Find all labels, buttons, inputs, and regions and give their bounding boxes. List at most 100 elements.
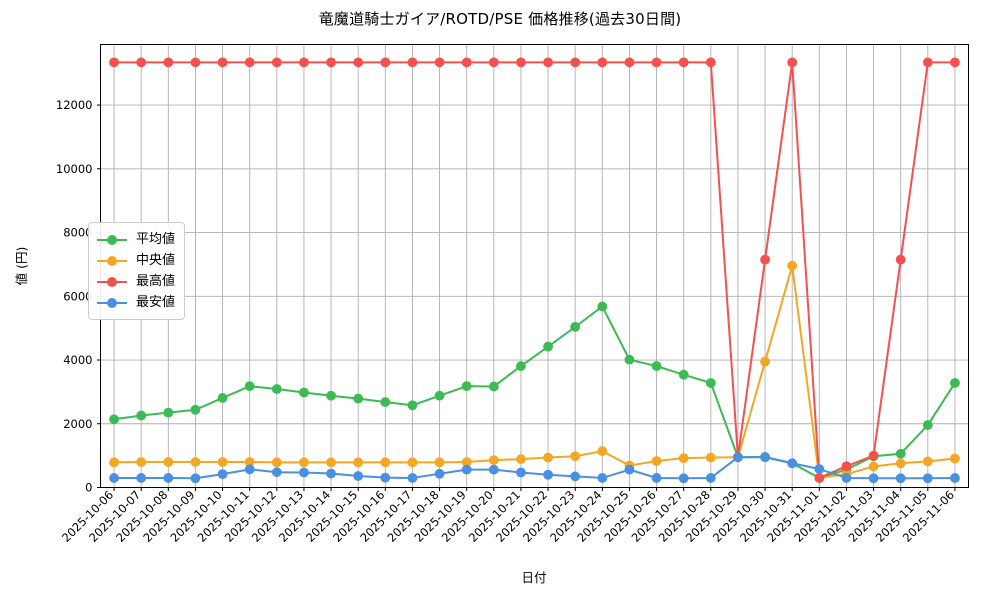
y-tick-label: 0 — [85, 481, 92, 495]
data-point — [868, 450, 879, 461]
data-point — [868, 461, 879, 472]
data-point — [217, 57, 228, 68]
legend-label-max: 最高値 — [136, 274, 176, 289]
data-point — [353, 457, 364, 468]
data-point — [299, 57, 309, 68]
data-point — [244, 57, 255, 68]
data-point — [190, 404, 201, 415]
legend-label-min: 最安値 — [136, 295, 176, 310]
y-tick-label: 8000 — [63, 226, 92, 240]
data-point — [868, 473, 879, 484]
data-point — [705, 473, 716, 483]
data-point — [461, 57, 472, 68]
data-point — [516, 454, 526, 465]
legend-marker-max — [97, 276, 127, 288]
data-point — [570, 451, 581, 462]
data-point — [380, 472, 391, 483]
legend-item-mean: 平均値 — [97, 229, 175, 250]
data-point — [841, 461, 852, 472]
data-point — [271, 457, 282, 468]
y-tick-label: 4000 — [63, 353, 92, 367]
y-tick-label: 10000 — [56, 162, 93, 176]
data-point — [434, 390, 445, 401]
data-point — [705, 452, 716, 463]
data-point — [136, 57, 147, 68]
data-point — [678, 57, 689, 68]
legend-item-median: 中央値 — [97, 250, 175, 271]
data-point — [787, 57, 798, 68]
data-point — [136, 473, 147, 483]
data-point — [950, 57, 960, 68]
data-point — [543, 452, 553, 463]
data-point — [326, 57, 336, 68]
data-point — [109, 457, 119, 468]
y-axis-label: 値 (円) — [14, 247, 29, 286]
chart-legend: 平均値 中央値 最高値 最安値 — [88, 222, 186, 320]
data-point — [543, 469, 553, 480]
data-point — [570, 471, 581, 482]
x-axis-label: 日付 — [521, 570, 546, 585]
data-point — [705, 57, 716, 68]
data-point — [841, 473, 852, 483]
data-point — [895, 448, 906, 459]
data-point — [407, 473, 418, 483]
data-point — [380, 397, 391, 407]
data-point — [624, 354, 635, 365]
data-point — [787, 458, 798, 469]
data-point — [760, 356, 770, 367]
data-point — [326, 390, 336, 401]
data-point — [163, 457, 174, 467]
data-point — [543, 57, 553, 68]
data-point — [678, 473, 689, 484]
data-point — [163, 407, 174, 418]
data-point — [434, 457, 445, 468]
data-point — [597, 57, 608, 68]
data-point — [380, 57, 391, 68]
legend-item-max: 最高値 — [97, 271, 175, 292]
data-point — [353, 471, 364, 481]
data-point — [353, 393, 364, 404]
grid-lines — [100, 44, 969, 488]
data-point — [190, 473, 201, 484]
data-point — [461, 381, 472, 392]
data-point — [326, 457, 336, 468]
data-point — [950, 473, 960, 483]
data-point — [597, 473, 608, 483]
data-point — [434, 468, 445, 479]
y-tick-label: 2000 — [63, 417, 92, 431]
data-point — [407, 400, 418, 411]
data-point — [516, 361, 526, 371]
data-point — [407, 457, 418, 468]
data-point — [109, 57, 119, 68]
data-point — [922, 420, 933, 430]
data-point — [922, 473, 933, 484]
data-point — [624, 464, 635, 475]
legend-item-min: 最安値 — [97, 292, 175, 313]
data-point — [733, 452, 743, 463]
data-point — [516, 467, 526, 478]
data-point — [271, 467, 282, 478]
data-point — [678, 453, 689, 464]
data-point — [922, 456, 933, 467]
data-point — [109, 414, 119, 425]
data-point — [488, 381, 499, 392]
series-最高値 — [109, 57, 960, 483]
data-point — [488, 464, 499, 475]
data-point — [136, 410, 147, 421]
data-point — [217, 469, 228, 480]
data-point — [651, 473, 662, 483]
data-point — [244, 464, 255, 475]
data-point — [163, 57, 174, 68]
data-point — [516, 57, 526, 68]
data-point — [624, 57, 635, 68]
data-point — [163, 473, 174, 483]
data-point — [787, 260, 798, 271]
data-point — [136, 457, 147, 467]
data-point — [299, 467, 309, 478]
data-point — [922, 57, 933, 68]
data-point — [353, 57, 364, 68]
legend-label-median: 中央値 — [136, 253, 176, 268]
data-point — [597, 301, 608, 312]
data-point — [299, 387, 309, 398]
data-point — [488, 455, 499, 465]
